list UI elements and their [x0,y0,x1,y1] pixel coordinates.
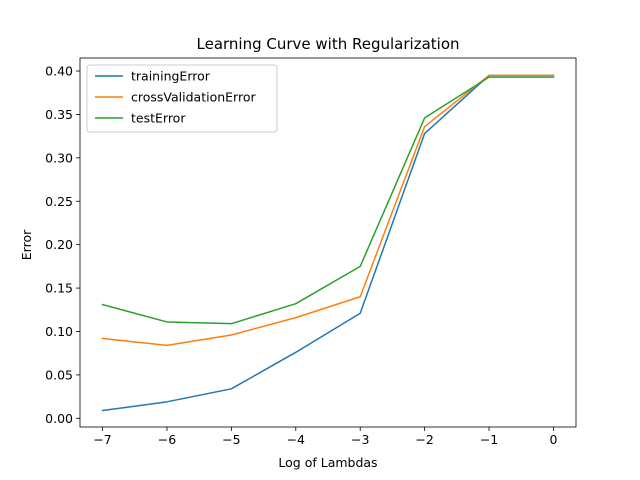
y-axis-title: Error [19,229,34,260]
y-tick-label: 0.30 [45,150,73,165]
y-tick-label: 0.25 [45,194,73,209]
y-tick-label: 0.20 [45,237,73,252]
y-tick-label: 0.00 [45,411,73,426]
y-tick-label: 0.40 [45,64,73,79]
x-tick-label: −5 [222,432,240,447]
x-tick-label: −4 [287,432,305,447]
y-tick-label: 0.10 [45,324,73,339]
legend-box [86,64,278,133]
plot-frame [79,57,577,428]
x-tick-label: −2 [415,432,433,447]
x-axis-title: Log of Lambdas [278,455,377,470]
x-tick-label: −6 [158,432,176,447]
y-tick-label: 0.05 [45,367,73,382]
plot-area [79,57,577,428]
x-tick-label: 0 [549,432,557,447]
x-tick-label: −3 [351,432,369,447]
series-line-testError [101,76,555,325]
legend-label-crossValidationError: crossValidationError [131,90,256,105]
legend-label-testError: testError [131,111,186,126]
x-tick-label: −7 [93,432,111,447]
legend-label-trainingError: trainingError [131,69,211,84]
y-axis: 0.00 0.05 0.10 0.15 0.20 0.25 0.30 0.35 0.40 [45,64,80,426]
series-line-trainingError [101,74,555,412]
chart-title: Learning Curve with Regularization [197,35,460,53]
legend: trainingError crossValidationError testErr… [86,64,278,133]
x-axis: −7 −6 −5 −4 −3 −2 −1 0 [93,427,557,447]
y-tick-label: 0.35 [45,107,73,122]
series-layer [101,74,555,412]
x-tick-label: −1 [480,432,498,447]
y-tick-label: 0.15 [45,281,73,296]
